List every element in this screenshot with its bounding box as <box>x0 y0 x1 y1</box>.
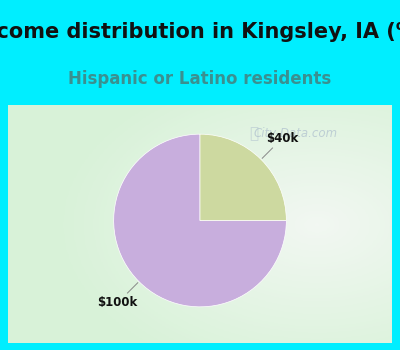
Wedge shape <box>200 134 286 220</box>
Text: ⓘ: ⓘ <box>249 126 258 141</box>
Text: City-Data.com: City-Data.com <box>254 127 338 140</box>
Wedge shape <box>114 134 286 307</box>
Text: Hispanic or Latino residents: Hispanic or Latino residents <box>68 70 332 88</box>
Text: $40k: $40k <box>266 132 298 145</box>
Text: Income distribution in Kingsley, IA (%): Income distribution in Kingsley, IA (%) <box>0 21 400 42</box>
Text: $100k: $100k <box>98 296 138 309</box>
